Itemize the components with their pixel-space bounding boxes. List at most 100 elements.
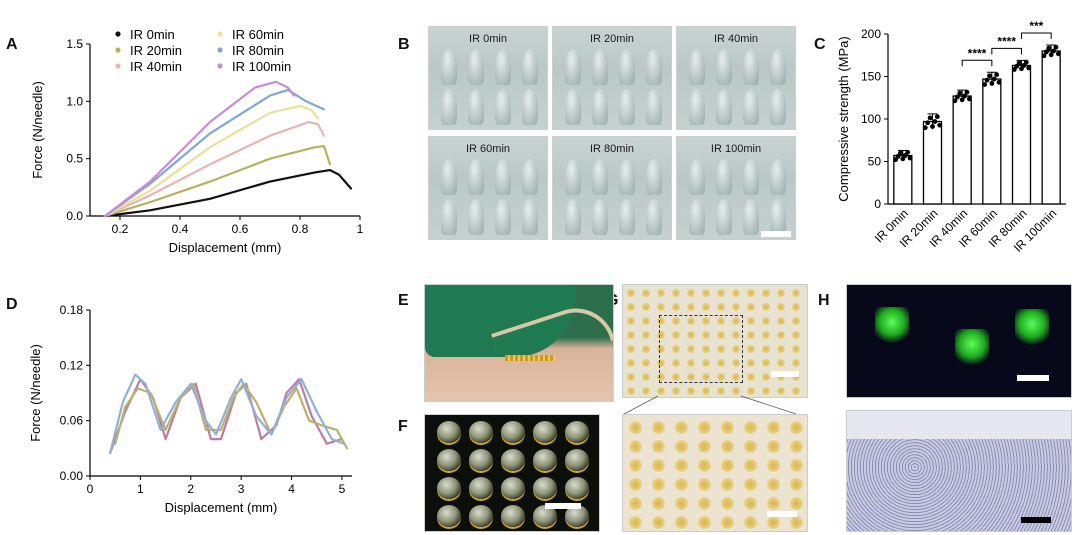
skin-microchannel [732, 331, 740, 339]
skin-microchannel [732, 289, 740, 297]
needle-spike [592, 159, 608, 195]
data-point [1046, 45, 1052, 51]
skin-microchannel [702, 289, 710, 297]
significance-label: **** [997, 34, 1016, 48]
skin-microchannel [732, 359, 740, 367]
panel-g-skin-zoom-photo [622, 414, 808, 532]
data-point [989, 81, 995, 86]
needle-spike [716, 159, 732, 195]
skin-microchannel [762, 303, 770, 311]
skin-microchannel [657, 331, 665, 339]
legend-marker-4 [217, 31, 223, 37]
needle-spike [495, 199, 511, 235]
legend-label-5: IR 80min [232, 43, 284, 58]
panel-label-a: A [6, 36, 18, 53]
series-line-6 [103, 80, 296, 218]
skin-microchannel [672, 289, 680, 297]
skin-microchannel [747, 317, 755, 325]
series-line-1 [103, 169, 353, 218]
dissolved-needle-spot [437, 505, 461, 527]
y-axis-title: Force (N/needle) [30, 81, 45, 179]
needle-spike [619, 159, 635, 195]
skin-microchannel [790, 497, 803, 510]
data-point [905, 149, 911, 155]
data-point [1043, 49, 1049, 55]
skin-microchannel [744, 459, 757, 472]
data-point [1051, 48, 1056, 54]
scale-bar-h-bottom [1021, 517, 1051, 523]
data-point [925, 120, 931, 126]
dissolved-needle-spot [501, 477, 525, 499]
bar-2 [922, 120, 943, 205]
skin-microchannel [767, 459, 780, 472]
skin-microchannel [687, 359, 695, 367]
needle-spike [441, 159, 457, 195]
y-tick-label: 1.0 [66, 94, 83, 108]
micrograph-label: IR 80min [589, 143, 635, 155]
needle-spike [770, 49, 786, 85]
needle-spike [495, 49, 511, 85]
chart-a-force-displacement: 0.2 0.4 0.6 0.8 1 0.0 0.5 1.0 1.5 Displacement (m… [30, 27, 364, 255]
skin-microchannel [747, 345, 755, 353]
skin-microchannel [627, 317, 635, 325]
skin-microchannel [792, 373, 800, 381]
micrograph-label: IR 60min [465, 143, 511, 155]
x-tick-label: 0 [87, 482, 94, 496]
skin-microchannel [792, 317, 800, 325]
scale-bar-h-top [1017, 375, 1049, 381]
skin-microchannel [792, 345, 800, 353]
skin-microchannel [657, 345, 665, 353]
micrograph-1: IR 0min [428, 26, 548, 130]
x-tick-label: 3 [238, 482, 245, 496]
y-tick-label: 200 [861, 27, 881, 41]
x-tick-label: 0.6 [232, 222, 249, 236]
needle-spike [468, 89, 484, 125]
skin-microchannel [744, 478, 757, 491]
significance-bracket [991, 47, 1022, 55]
x-tick-label: 2 [187, 482, 194, 496]
x-tick-label: 0.4 [172, 222, 189, 236]
x-tick-label: 1 [137, 482, 144, 496]
skin-microchannel [675, 459, 688, 472]
skin-microchannel [675, 478, 688, 491]
needle-spike [646, 89, 662, 125]
skin-microchannel [717, 373, 725, 381]
data-point [952, 98, 958, 104]
data-point [1016, 60, 1022, 66]
needle-spike [716, 199, 732, 235]
y-axis-title: Force (N/needle) [28, 344, 43, 442]
skin-microchannel [698, 440, 711, 453]
dissolved-needle-spot [533, 477, 557, 499]
dissolved-needle-spot [501, 505, 525, 527]
skin-microchannel [767, 478, 780, 491]
skin-microchannel [744, 421, 757, 434]
skin-microchannel [652, 516, 665, 529]
skin-microchannel [627, 373, 635, 381]
skin-microchannel [792, 387, 800, 395]
skin-microchannel [767, 421, 780, 434]
skin-microchannel [687, 387, 695, 395]
skin-microchannel [721, 459, 734, 472]
needle-spike [565, 159, 581, 195]
significance-label: *** [1029, 19, 1043, 33]
x-axis-title: Displacement (mm) [169, 240, 282, 255]
needle-spike [565, 199, 581, 235]
legend-marker-1 [115, 31, 121, 37]
skin-microchannel [657, 359, 665, 367]
data-point [959, 97, 965, 103]
skin-microchannel [702, 373, 710, 381]
skin-microchannel [652, 421, 665, 434]
data-point [1041, 53, 1047, 59]
skin-microchannel [777, 303, 785, 311]
fluorescent-region-2 [955, 329, 989, 367]
data-point [996, 79, 1002, 85]
y-tick-label: 0.5 [66, 152, 83, 166]
data-point [907, 155, 913, 161]
x-tick-label: 0.2 [112, 222, 129, 236]
needle-array [505, 355, 555, 361]
data-point [898, 150, 903, 156]
zoom-lines [623, 395, 797, 415]
needle-spike [689, 89, 705, 125]
dissolved-needle-spot [437, 449, 461, 471]
